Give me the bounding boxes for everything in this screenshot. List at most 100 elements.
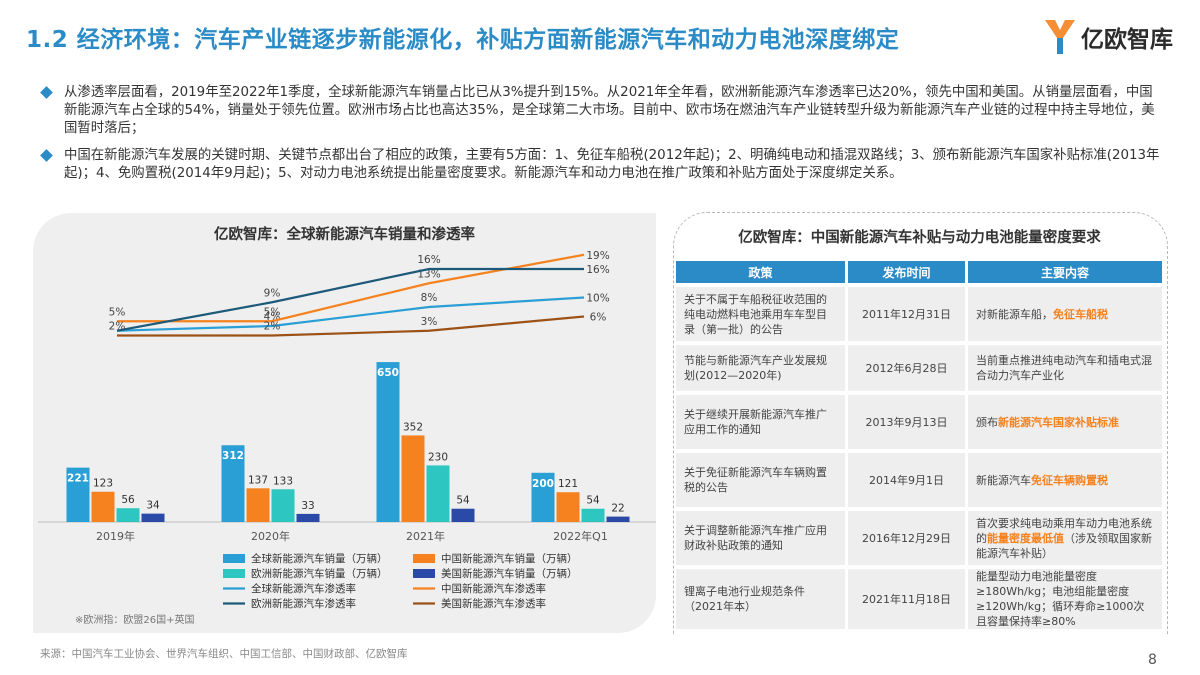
bar-value-label: 352 — [403, 421, 423, 433]
x-tick-label: 2022年Q1 — [553, 529, 608, 543]
line-value-label: 5% — [109, 306, 126, 318]
bar-mark — [246, 488, 270, 522]
content-highlight: 免征车船税 — [1053, 307, 1108, 321]
chart-note: ※欧洲指：欧盟26国+英国 — [75, 615, 195, 626]
legend-label: 欧洲新能源汽车销量（万辆） — [251, 567, 388, 580]
policy-name-cell: 关于继续开展新能源汽车推广应用工作的通知 — [676, 395, 848, 449]
x-tick-label: 2021年 — [406, 529, 445, 543]
bar-value-label: 230 — [428, 451, 448, 463]
bar-mark — [221, 445, 245, 522]
bar-mark — [581, 508, 605, 522]
legend-label: 欧洲新能源汽车渗透率 — [251, 597, 356, 610]
bar-value-label: 221 — [67, 473, 89, 485]
table-row: 关于继续开展新能源汽车推广应用工作的通知 2013年9月13日 颁布新能源汽车国家补… — [676, 395, 1162, 449]
content-text: （涉及领取国家新能源汽车补贴） — [976, 531, 1152, 560]
content-text: 能量型动力电池能量密度≥180Wh/kg；电池组能量密度≥120Wh/kg；循环… — [976, 570, 1145, 628]
policy-content-cell: 对新能源车船，免征车船税 — [968, 287, 1162, 341]
x-tick-label: 2019年 — [96, 529, 135, 543]
bar-value-label: 650 — [377, 367, 399, 379]
legend-label: 全球新能源汽车渗透率 — [251, 582, 356, 595]
bar-value-label: 56 — [121, 494, 135, 506]
bar-mark — [376, 362, 400, 522]
diamond-bullet-icon — [40, 149, 53, 162]
bar-value-label: 54 — [456, 495, 470, 507]
table-row: 关于不属于车船税征收范围的纯电动燃料电池乘用车车型目录（第一批）的公告 2011年… — [676, 287, 1162, 341]
bar-mark — [426, 465, 450, 522]
bar-value-label: 34 — [146, 500, 160, 512]
policy-content-cell: 颁布新能源汽车国家补贴标准 — [968, 395, 1162, 449]
policy-date-cell: 2011年12月31日 — [848, 287, 968, 341]
bar-value-label: 54 — [586, 495, 600, 507]
policy-content-cell: 新能源汽车免征车辆购置税 — [968, 453, 1162, 507]
table-row: 锂离子电池行业规范条件（2021年本） 2021年11月18日 能量型动力电池能量密… — [676, 569, 1162, 629]
brand-logo: 亿欧智库 — [1043, 16, 1183, 58]
bullet-text: 从渗透率层面看，2019年至2022年1季度，全球新能源汽车销量占比已从3%提升… — [64, 85, 1155, 136]
penetration-line — [117, 315, 585, 337]
bullet-item: 中国在新能源汽车发展的关键时期、关键节点都出台了相应的政策，主要有5方面：1、免… — [40, 147, 1160, 183]
table-row: 关于免征新能源汽车车辆购置税的公告 2014年9月1日 新能源汽车免征车辆购置税 — [676, 453, 1162, 507]
line-value-label: 19% — [586, 250, 609, 262]
content-highlight: 免征车辆购置税 — [1031, 473, 1108, 487]
line-value-label: 10% — [586, 293, 609, 305]
policy-content-cell: 首次要求纯电动乘用车动力电池系统的能量密度最低值（涉及领取国家新能源汽车补贴） — [968, 511, 1162, 565]
summary-bullets: 从渗透率层面看，2019年至2022年1季度，全球新能源汽车销量占比已从3%提升… — [40, 84, 1160, 192]
policy-name-cell: 节能与新能源汽车产业发展规划(2012—2020年) — [676, 345, 848, 391]
table-title: 亿欧智库：中国新能源汽车补贴与动力电池能量密度要求 — [738, 230, 1101, 246]
policy-date-cell: 2014年9月1日 — [848, 453, 968, 507]
page-number: 8 — [1148, 652, 1157, 668]
bar-mark — [271, 489, 295, 522]
legend-swatch — [413, 569, 435, 578]
table-row: 关于调整新能源汽车推广应用财政补贴政策的通知 2016年12月29日 首次要求纯电动… — [676, 511, 1162, 565]
page-title: 1.2 经济环境：汽车产业链逐步新能源化，补贴方面新能源汽车和动力电池深度绑定 — [26, 27, 900, 53]
line-value-label: 3% — [421, 316, 438, 328]
chart-title: 亿欧智库：全球新能源汽车销量和渗透率 — [214, 227, 475, 243]
content-highlight: 新能源汽车国家补贴标准 — [998, 415, 1119, 429]
legend-label: 美国新能源汽车销量（万辆） — [441, 567, 578, 580]
line-value-label: 5% — [264, 306, 281, 318]
policy-date-cell: 2013年9月13日 — [848, 395, 968, 449]
legend-label: 全球新能源汽车销量（万辆） — [251, 552, 388, 565]
legend-label: 美国新能源汽车渗透率 — [441, 597, 546, 610]
policy-name-cell: 关于免征新能源汽车车辆购置税的公告 — [676, 453, 848, 507]
line-value-label: 16% — [417, 254, 440, 266]
content-text: 颁布 — [976, 415, 998, 429]
bar-value-label: 121 — [558, 478, 578, 490]
source-note: 来源：中国汽车工业协会、世界汽车组织、中国工信部、中国财政部、亿欧智库 — [40, 648, 408, 660]
legend-swatch — [413, 554, 435, 563]
bar-value-label: 200 — [532, 478, 554, 490]
policy-name-cell: 锂离子电池行业规范条件（2021年本） — [676, 569, 848, 629]
penetration-line — [116, 296, 585, 332]
bar-mark — [91, 491, 115, 522]
line-value-label: 16% — [586, 264, 609, 276]
penetration-line — [116, 267, 584, 332]
logo-text: 亿欧智库 — [1081, 27, 1173, 53]
bar-value-label: 123 — [93, 478, 113, 490]
policy-date-cell: 2021年11月18日 — [848, 569, 968, 629]
bar-mark — [116, 508, 140, 522]
content-text: 对新能源车船， — [976, 307, 1053, 321]
bar-mark — [66, 467, 90, 522]
penetration-line — [117, 253, 585, 323]
line-value-label: 8% — [421, 292, 438, 304]
policy-date-cell: 2012年6月28日 — [848, 345, 968, 391]
line-value-label: 9% — [264, 287, 281, 299]
bar-mark — [141, 513, 165, 522]
content-highlight: 能量密度最低值 — [987, 531, 1064, 545]
table-panel — [673, 212, 1168, 635]
table-header-policy: 政策 — [676, 261, 848, 283]
bullet-item: 从渗透率层面看，2019年至2022年1季度，全球新能源汽车销量占比已从3%提升… — [40, 84, 1160, 138]
bar-mark — [556, 492, 580, 522]
bar-mark — [401, 435, 425, 522]
content-text: 当前重点推进纯电动汽车和插电式混合动力汽车产业化 — [976, 354, 1152, 382]
bar-value-label: 137 — [248, 474, 268, 486]
policy-table: 政策 发布时间 主要内容 关于不属于车船税征收范围的纯电动燃料电池乘用车车型目录… — [676, 261, 1162, 633]
bar-mark — [606, 516, 630, 522]
bar-value-label: 312 — [222, 450, 244, 462]
chart-panel — [33, 213, 656, 633]
legend-swatch — [223, 554, 245, 563]
table-header-content: 主要内容 — [968, 261, 1162, 283]
line-value-label: 2% — [109, 321, 126, 333]
table-header-date: 发布时间 — [848, 261, 968, 283]
bar-value-label: 22 — [611, 503, 624, 515]
policy-content-cell: 当前重点推进纯电动汽车和插电式混合动力汽车产业化 — [968, 345, 1162, 391]
